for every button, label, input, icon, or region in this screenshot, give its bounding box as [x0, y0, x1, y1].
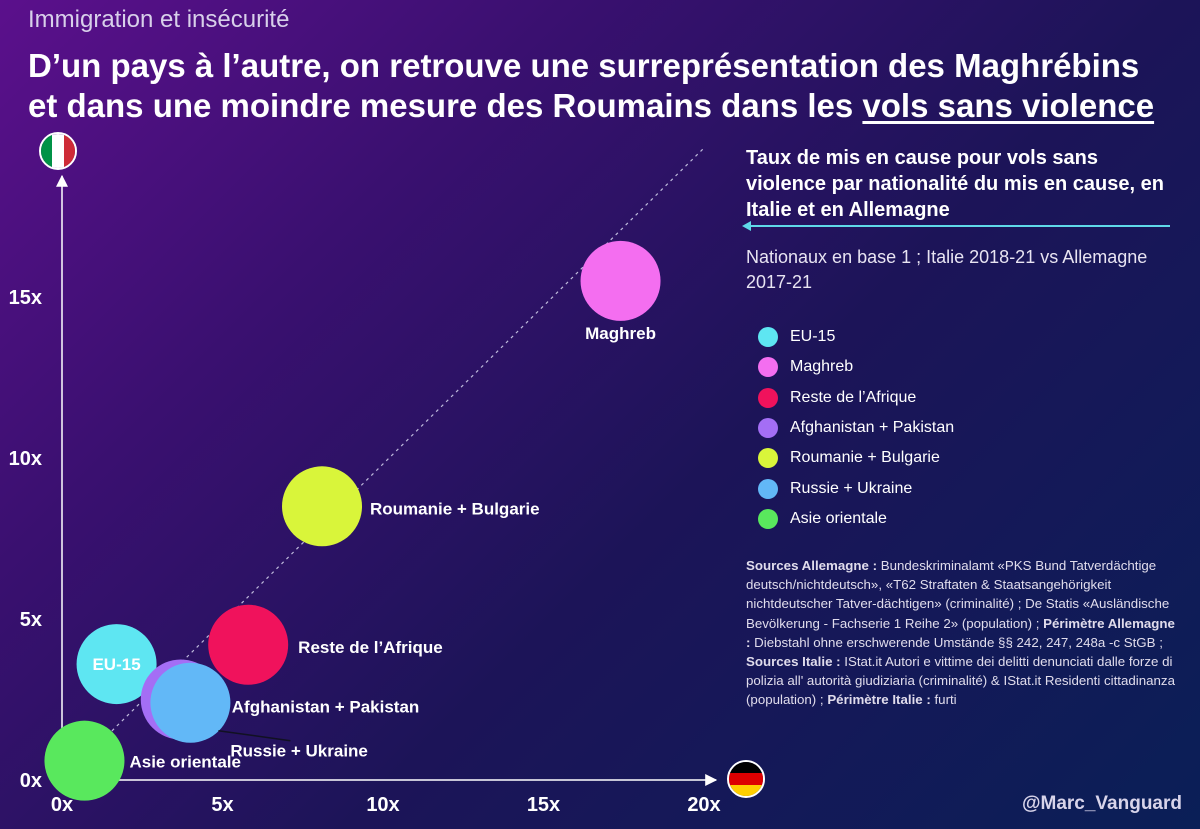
data-label: EU-15	[92, 655, 140, 674]
data-label: Maghreb	[585, 324, 656, 343]
data-point	[282, 466, 363, 547]
data-point	[580, 240, 661, 321]
sources-it-label: Sources Italie :	[746, 654, 841, 670]
germany-flag-icon	[727, 760, 765, 798]
legend: EU-15 Maghreb Reste de l’Afrique Afghanista…	[758, 322, 954, 534]
legend-dot	[758, 327, 778, 348]
data-label: Roumanie + Bulgarie	[370, 499, 540, 518]
legend-dot	[758, 357, 778, 378]
title-rule	[746, 225, 1170, 227]
legend-item: Roumanie + Bulgarie	[758, 443, 954, 473]
legend-label: Asie orientale	[790, 509, 887, 527]
x-tick-label: 0x	[51, 794, 73, 816]
perimeter-de-text: Diebstahl ohne erschwerende Umstände §§ …	[750, 634, 1163, 650]
perimeter-it-text: furti	[930, 692, 957, 708]
headline: D’un pays à l’autre, on retrouve une sur…	[28, 46, 1178, 126]
legend-item: EU-15	[758, 322, 954, 352]
headline-underlined: vols sans violence	[862, 87, 1155, 124]
sources-de-text: Bundeskriminalamt «PKS Bund Tatverdächti…	[746, 558, 1170, 631]
italy-flag-stripe	[52, 134, 64, 168]
panel-subtitle: Nationaux en base 1 ; Italie 2018-21 vs …	[746, 247, 1148, 292]
data-label: Reste de l’Afrique	[298, 638, 443, 657]
headline-line1: D’un pays à l’autre, on retrouve une sur…	[28, 47, 1140, 84]
germany-flag-stripe	[729, 773, 763, 785]
germany-flag-stripe	[729, 762, 763, 774]
sources-de-label: Sources Allemagne :	[746, 558, 878, 573]
perimeter-de-label: Périmètre Allemagne :	[746, 615, 1175, 650]
legend-dot	[758, 418, 778, 439]
legend-dot	[758, 448, 778, 469]
legend-dot	[758, 478, 778, 499]
sources-it-text: IStat.it Autori e vittime dei delitti de…	[746, 654, 1175, 708]
y-tick-label: 15x	[9, 287, 42, 309]
data-label: Russie + Ukraine	[230, 742, 368, 761]
legend-label: Reste de l’Afrique	[790, 388, 917, 406]
y-tick-label: 5x	[20, 609, 42, 631]
headline-line2: et dans une moindre mesure des Roumains …	[28, 87, 863, 124]
legend-item: Asie orientale	[758, 504, 954, 534]
author-handle: @Marc_Vanguard	[1021, 793, 1182, 814]
legend-label: Afghanistan + Pakistan	[790, 419, 955, 437]
legend-label: Roumanie + Bulgarie	[790, 449, 940, 467]
x-tick-label: 15x	[527, 794, 560, 816]
data-point	[208, 604, 289, 685]
legend-label: EU-15	[790, 328, 836, 346]
germany-flag-stripe	[729, 784, 763, 796]
sources: Sources Allemagne : Bundeskriminalamt «P…	[746, 556, 1176, 710]
legend-item: Maghreb	[758, 352, 954, 382]
data-label: Afghanistan + Pakistan	[232, 698, 420, 717]
legend-dot	[758, 508, 778, 529]
x-tick-label: 5x	[211, 794, 233, 816]
perimeter-it-label: Périmètre Italie :	[827, 692, 931, 708]
x-tick-label: 10x	[366, 794, 399, 816]
y-tick-label: 10x	[9, 448, 42, 470]
legend-item: Afghanistan + Pakistan	[758, 413, 954, 443]
leader-line	[218, 729, 291, 742]
legend-label: Maghreb	[790, 358, 854, 376]
data-label: Asie orientale	[129, 753, 241, 772]
kicker: Immigration et insécurité	[28, 6, 290, 33]
legend-label: Russie + Ukraine	[790, 479, 913, 497]
legend-dot	[758, 387, 778, 408]
italy-flag-icon	[39, 132, 77, 170]
data-point	[76, 624, 157, 705]
panel-title: Taux de mis en cause pour vols sans viol…	[746, 147, 1164, 221]
data-point	[150, 662, 231, 743]
legend-item: Reste de l’Afrique	[758, 383, 954, 413]
italy-flag-stripe	[41, 134, 53, 168]
italy-flag-stripe	[63, 134, 75, 168]
data-point	[44, 720, 125, 801]
x-tick-label: 20x	[687, 794, 720, 816]
y-tick-label: 0x	[20, 770, 42, 792]
legend-item: Russie + Ukraine	[758, 473, 954, 503]
